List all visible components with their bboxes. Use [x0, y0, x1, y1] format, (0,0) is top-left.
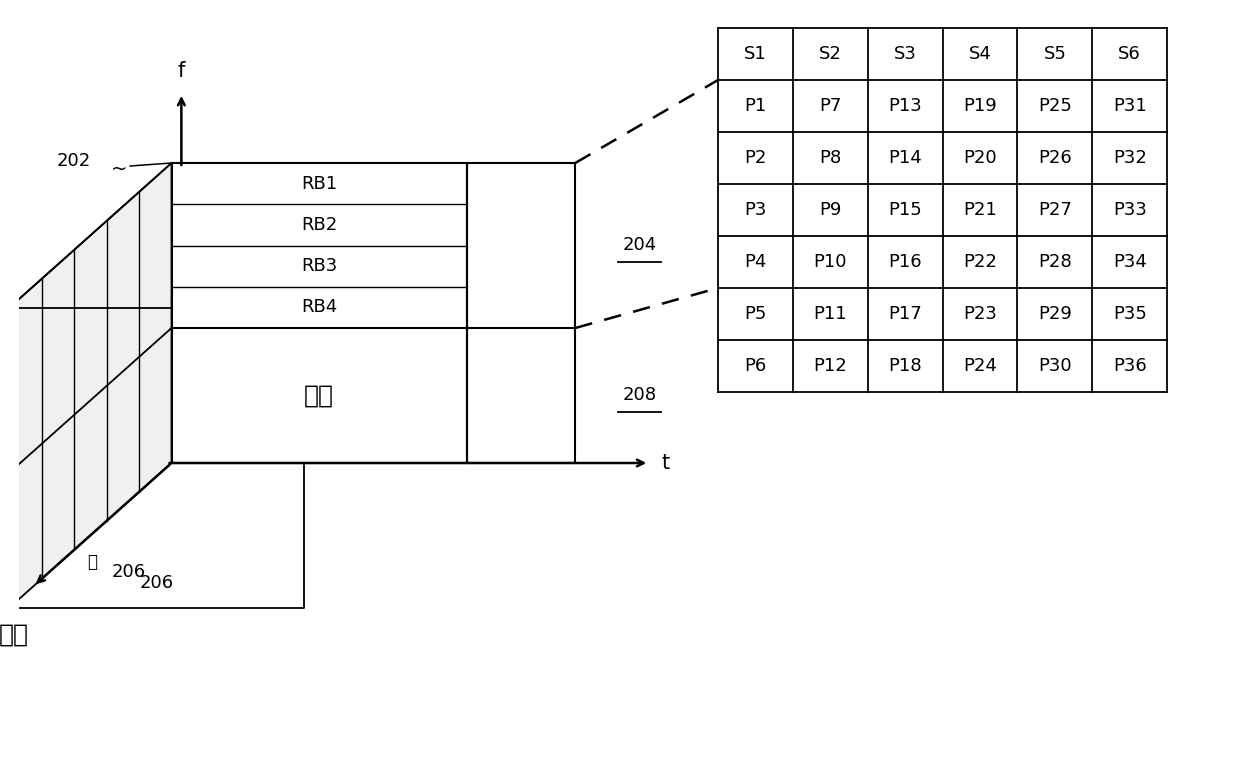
Text: RB1: RB1	[301, 175, 337, 193]
Text: P18: P18	[888, 357, 923, 375]
Text: P22: P22	[963, 253, 997, 271]
Text: P16: P16	[888, 253, 923, 271]
Text: S2: S2	[818, 45, 842, 63]
Text: 208: 208	[622, 387, 656, 405]
Text: P17: P17	[888, 305, 923, 323]
Polygon shape	[171, 163, 467, 463]
Polygon shape	[9, 163, 171, 608]
Text: 204: 204	[622, 236, 656, 254]
Text: P35: P35	[1112, 305, 1147, 323]
Text: P13: P13	[888, 97, 923, 115]
Text: P10: P10	[813, 253, 847, 271]
Text: P26: P26	[1038, 149, 1071, 167]
Text: P11: P11	[813, 305, 847, 323]
Text: S3: S3	[894, 45, 916, 63]
Text: P34: P34	[1112, 253, 1147, 271]
Text: P7: P7	[820, 97, 842, 115]
Text: P1: P1	[744, 97, 766, 115]
Text: P31: P31	[1112, 97, 1147, 115]
Text: P29: P29	[1038, 305, 1071, 323]
Text: 206: 206	[112, 563, 146, 581]
Text: P4: P4	[744, 253, 766, 271]
Text: 〈: 〈	[87, 553, 97, 571]
Text: P23: P23	[963, 305, 997, 323]
Text: P9: P9	[820, 201, 842, 219]
Text: P32: P32	[1112, 149, 1147, 167]
Text: S5: S5	[1043, 45, 1066, 63]
Text: P27: P27	[1038, 201, 1071, 219]
Text: P14: P14	[888, 149, 923, 167]
Text: S6: S6	[1118, 45, 1141, 63]
Text: P36: P36	[1112, 357, 1147, 375]
Text: ~: ~	[110, 160, 126, 179]
Text: P30: P30	[1038, 357, 1071, 375]
Text: P25: P25	[1038, 97, 1071, 115]
Text: S4: S4	[968, 45, 992, 63]
Text: P28: P28	[1038, 253, 1071, 271]
Polygon shape	[9, 308, 305, 608]
Text: P15: P15	[888, 201, 923, 219]
Text: 签名: 签名	[0, 623, 29, 647]
Text: 签名: 签名	[304, 384, 335, 407]
Text: RB3: RB3	[301, 257, 337, 275]
Text: P8: P8	[820, 149, 842, 167]
Text: RB4: RB4	[301, 298, 337, 316]
Text: P24: P24	[963, 357, 997, 375]
Text: P5: P5	[744, 305, 766, 323]
Text: 202: 202	[57, 152, 91, 170]
Text: P20: P20	[963, 149, 997, 167]
Text: P2: P2	[744, 149, 766, 167]
Text: P6: P6	[744, 357, 766, 375]
Text: P3: P3	[744, 201, 766, 219]
Text: P33: P33	[1112, 201, 1147, 219]
Text: t: t	[662, 453, 670, 473]
Text: S1: S1	[744, 45, 766, 63]
Text: f: f	[177, 61, 185, 81]
Text: P21: P21	[963, 201, 997, 219]
Text: P19: P19	[963, 97, 997, 115]
Polygon shape	[467, 163, 575, 463]
Text: RB2: RB2	[301, 216, 337, 234]
Polygon shape	[9, 163, 467, 308]
Text: 206: 206	[140, 573, 174, 591]
Text: P12: P12	[813, 357, 847, 375]
